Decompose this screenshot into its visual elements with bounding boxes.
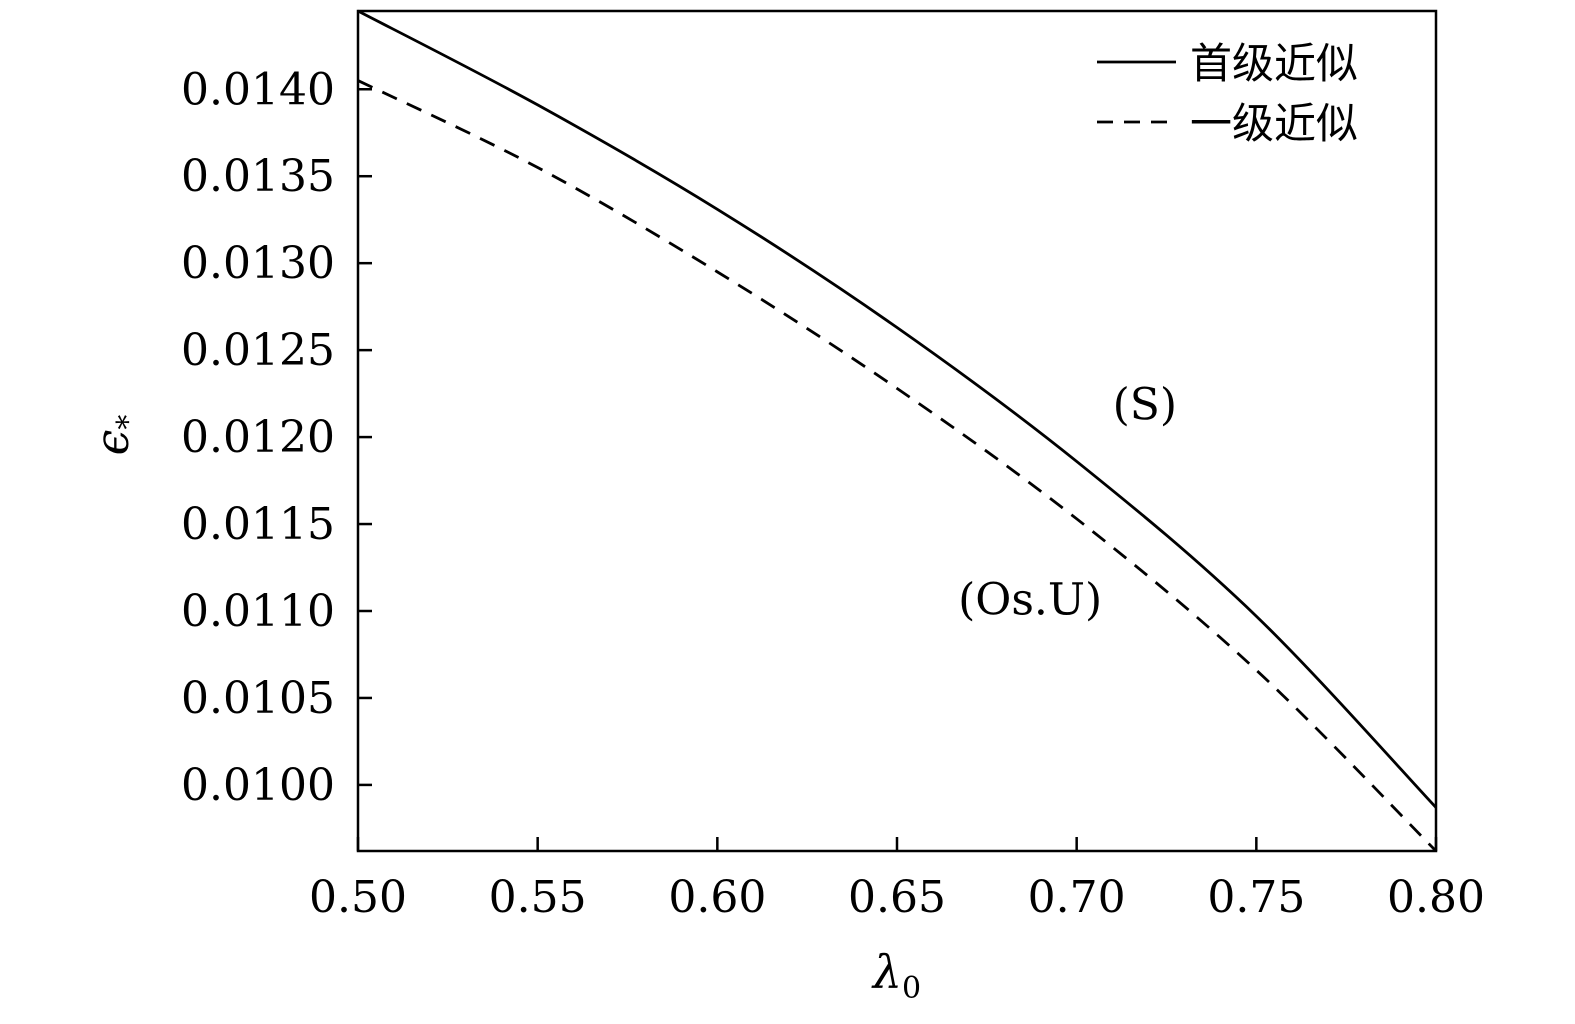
legend-label-first-order: 首级近似 xyxy=(1190,39,1358,88)
x-axis-title: λ0 xyxy=(871,945,921,1006)
series-line-dashed xyxy=(357,79,1437,852)
x-tick-label: 0.70 xyxy=(1028,872,1126,923)
y-tick-label: 0.0110 xyxy=(181,586,335,637)
y-axis-title-symbol: ϵ xyxy=(85,430,139,456)
x-tick-label: 0.80 xyxy=(1387,872,1485,923)
x-tick-label: 0.60 xyxy=(668,872,766,923)
y-axis-title: ϵ* xyxy=(85,415,146,456)
y-tick-label: 0.0105 xyxy=(181,673,335,724)
series-layer xyxy=(357,9,1438,852)
x-tick-label: 0.55 xyxy=(489,872,587,923)
x-axis-title-symbol: λ xyxy=(871,945,902,999)
x-axis-title-subscript: 0 xyxy=(902,971,921,1006)
x-tick-label: 0.65 xyxy=(848,872,946,923)
y-tick-label: 0.0140 xyxy=(181,64,335,115)
x-tick-label: 0.50 xyxy=(309,872,407,923)
y-tick-label: 0.0120 xyxy=(181,412,335,463)
y-axis-title-subscript: * xyxy=(111,415,146,430)
y-tick-label: 0.0135 xyxy=(181,151,335,202)
y-axis-ticks: 0.0100 0.0105 0.0110 0.0115 0.0120 0.0125 0.01… xyxy=(181,64,372,811)
series-line-solid xyxy=(357,9,1438,809)
x-axis-ticks: 0.50 0.55 0.60 0.65 0.70 0.75 0.80 xyxy=(309,837,1485,923)
annotation-s: (S) xyxy=(1113,380,1177,431)
y-tick-label: 0.0125 xyxy=(181,325,335,376)
legend-label-one-order: 一级近似 xyxy=(1190,99,1358,148)
y-tick-label: 0.0115 xyxy=(181,499,335,550)
x-tick-label: 0.75 xyxy=(1207,872,1305,923)
y-tick-label: 0.0100 xyxy=(181,760,335,811)
y-tick-label: 0.0130 xyxy=(181,238,335,289)
legend: 首级近似 一级近似 xyxy=(1097,39,1358,148)
annotation-os-u: (Os.U) xyxy=(958,574,1102,625)
plot-frame xyxy=(356,9,1438,853)
